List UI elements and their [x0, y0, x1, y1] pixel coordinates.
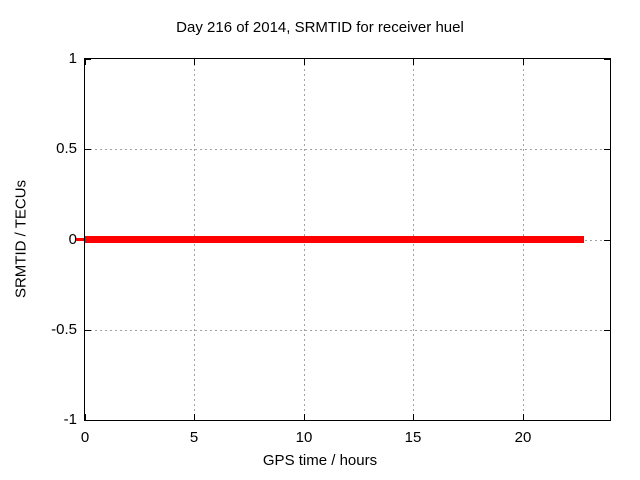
y-tick-mark-right [604, 240, 610, 241]
x-tick-mark-top [413, 59, 414, 65]
x-tick-mark-bottom [304, 414, 305, 420]
x-tick-label: 20 [514, 429, 532, 446]
x-axis-label: GPS time / hours [262, 452, 378, 469]
y-tick-mark-left [85, 149, 91, 150]
x-tick-mark-bottom [413, 414, 414, 420]
x-tick-label: 5 [189, 429, 199, 446]
gridline-horizontal [85, 330, 610, 331]
x-tick-mark-top [85, 59, 86, 65]
x-tick-mark-bottom [194, 414, 195, 420]
x-tick-mark-top [194, 59, 195, 65]
x-tick-mark-bottom [523, 414, 524, 420]
y-tick-mark-right [604, 59, 610, 60]
y-tick-label: 0 [68, 231, 77, 248]
y-tick-label: -1 [63, 411, 77, 428]
y-tick-mark-left [85, 420, 91, 421]
x-tick-label: 15 [404, 429, 422, 446]
data-line-left-cap [76, 238, 84, 241]
x-tick-mark-bottom [85, 414, 86, 420]
x-tick-mark-top [523, 59, 524, 65]
x-tick-label: 10 [295, 429, 313, 446]
chart-title: Day 216 of 2014, SRMTID for receiver hue… [176, 19, 464, 36]
y-tick-mark-right [604, 420, 610, 421]
y-tick-label: -0.5 [51, 321, 77, 338]
gridline-horizontal [85, 149, 610, 150]
y-tick-mark-left [85, 330, 91, 331]
y-tick-mark-left [85, 59, 91, 60]
y-tick-label: 1 [68, 50, 77, 67]
y-tick-label: 0.5 [56, 140, 77, 157]
plot-area: 0 5 10 15 20 -1 -0.5 0 0.5 1 [51, 50, 611, 446]
x-tick-label: 0 [80, 429, 90, 446]
x-tick-mark-top [304, 59, 305, 65]
y-tick-mark-right [604, 330, 610, 331]
y-tick-mark-right [604, 149, 610, 150]
data-line [85, 236, 584, 243]
